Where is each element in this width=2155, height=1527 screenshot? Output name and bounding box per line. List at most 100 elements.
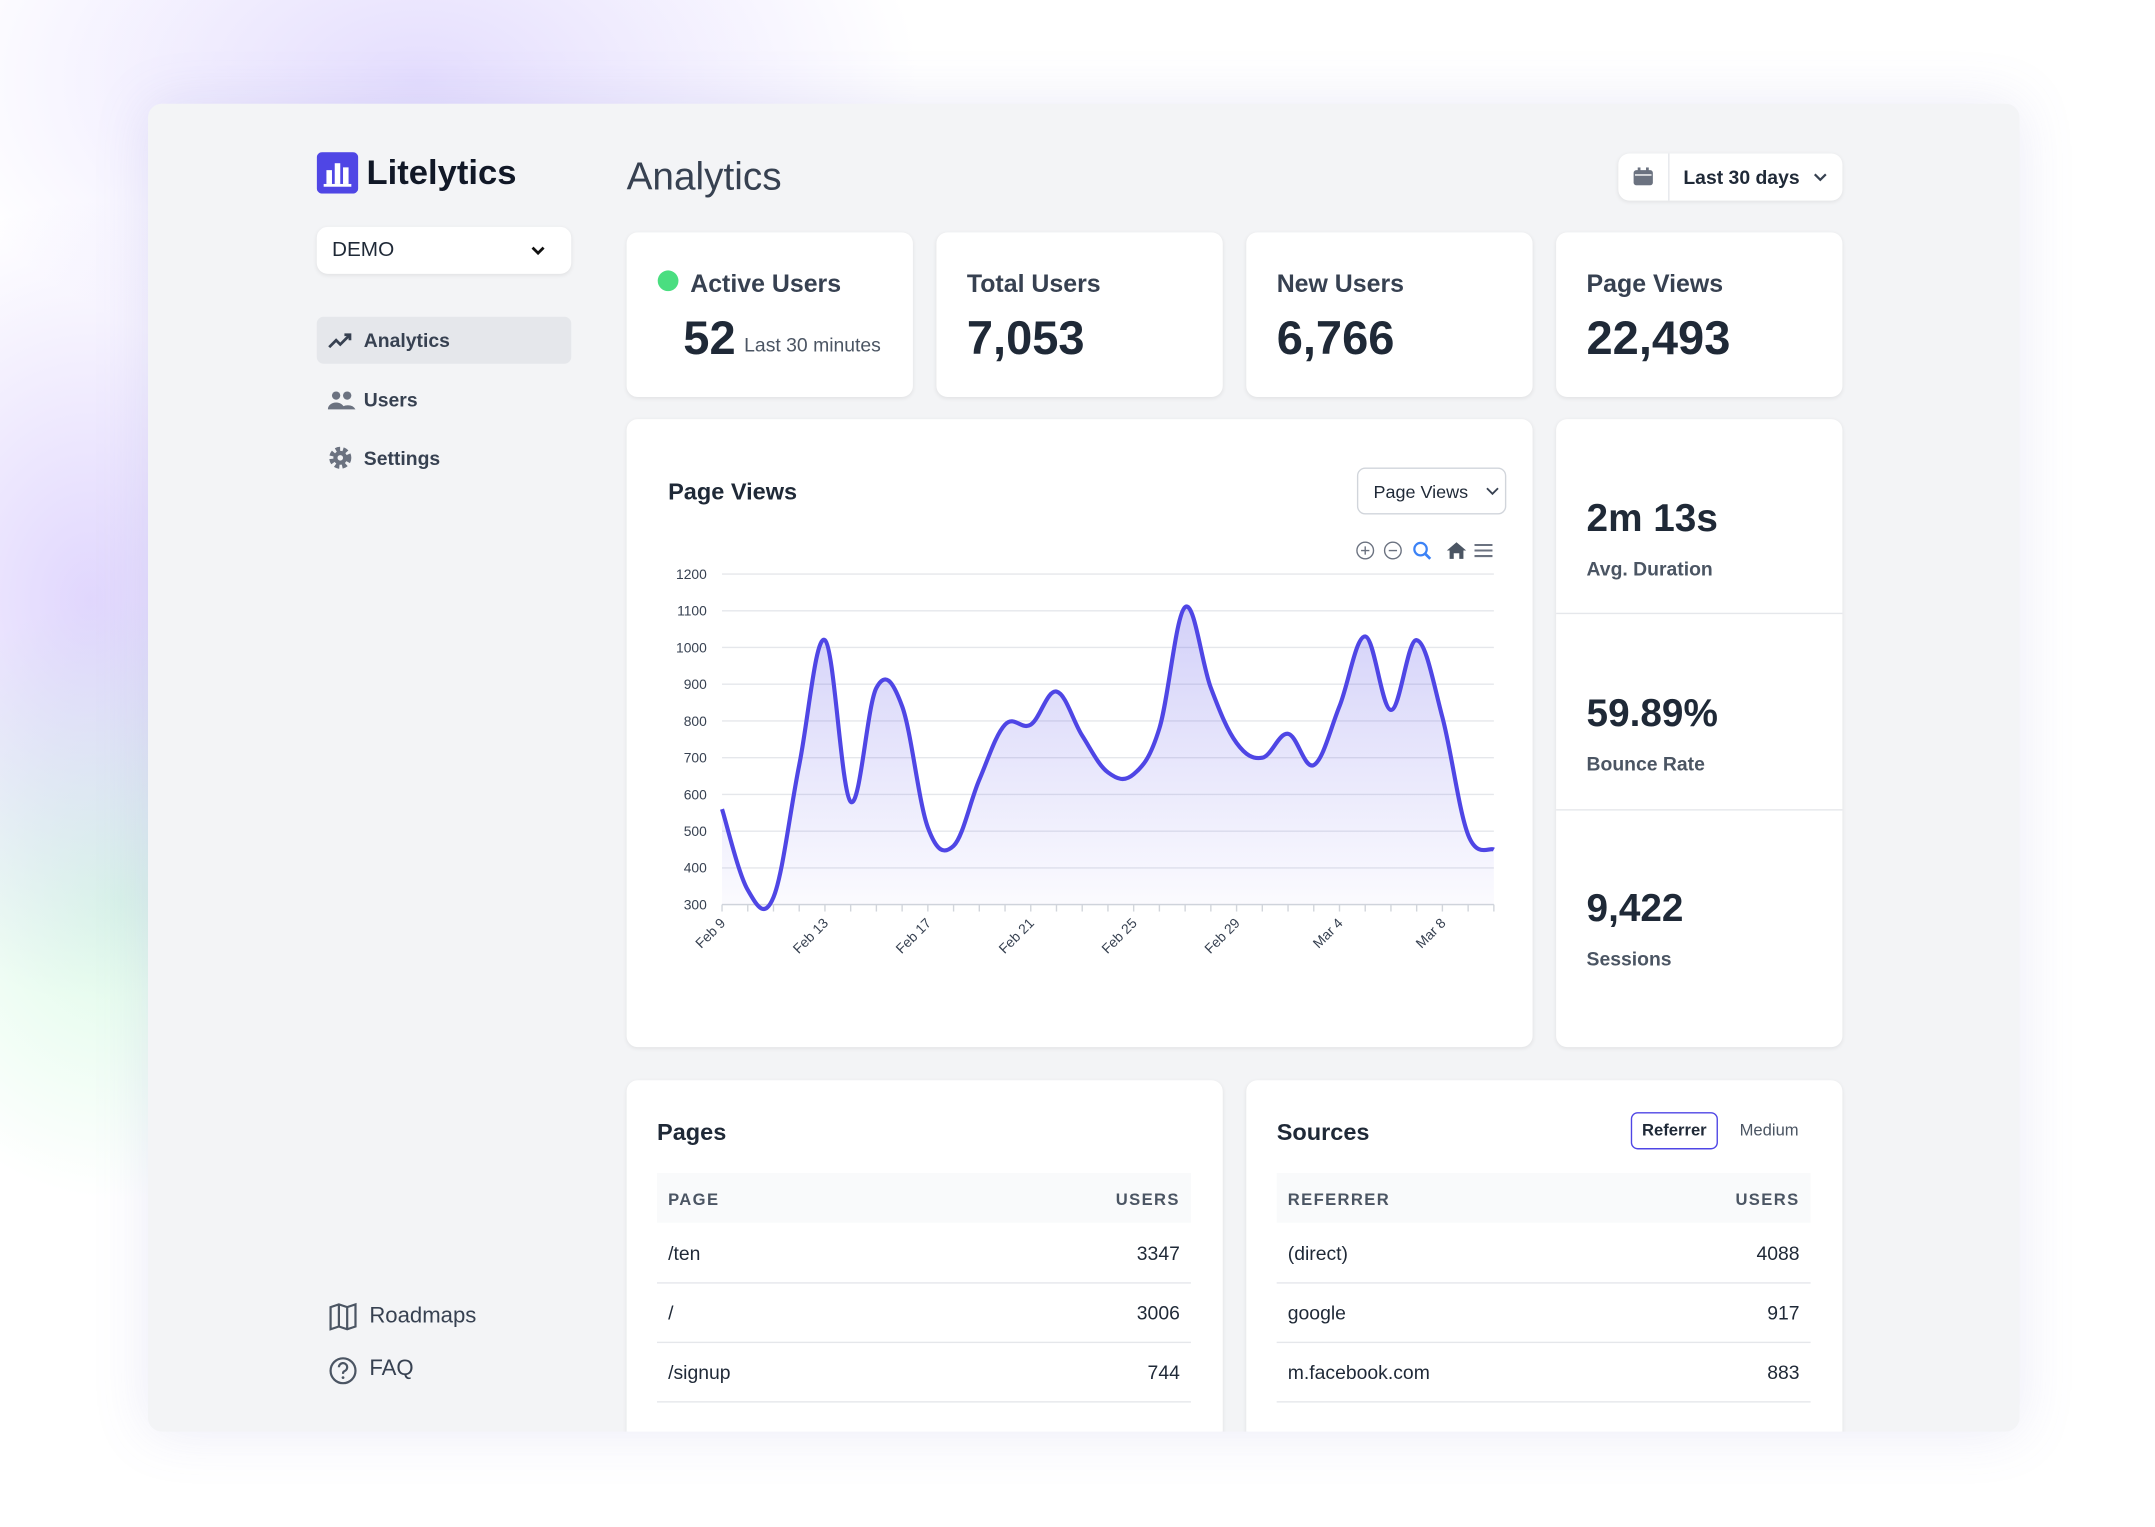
sources-card: Sources Referrer Medium REFERRER USERS (… bbox=[1246, 1080, 1843, 1432]
y-tick-label: 800 bbox=[684, 713, 707, 729]
stat-label: Total Users bbox=[966, 269, 1101, 298]
cell: / bbox=[668, 1301, 674, 1324]
cell: 3006 bbox=[1136, 1301, 1180, 1324]
nav-item[interactable]: Users bbox=[317, 376, 572, 423]
pages-card: Pages PAGE USERS /ten 3347 / 3006 /signup 7… bbox=[626, 1080, 1223, 1432]
metric-select[interactable]: Page Views bbox=[1356, 467, 1507, 515]
brand-logo bbox=[316, 152, 359, 194]
y-tick-label: 600 bbox=[684, 786, 707, 802]
brand-name: Litelytics bbox=[366, 153, 517, 193]
metric-value: 59.89% bbox=[1586, 691, 1718, 735]
date-range-picker[interactable]: Last 30 days bbox=[1618, 153, 1843, 201]
stat-value: 22,493 bbox=[1586, 312, 1731, 366]
stat-card: New Users 6,766 bbox=[1246, 232, 1533, 397]
metric-value: 9,422 bbox=[1586, 886, 1684, 930]
project-select[interactable]: DEMO bbox=[316, 226, 572, 274]
nav-icon bbox=[327, 391, 356, 410]
project-name: DEMO bbox=[331, 237, 395, 262]
metric-label: Avg. Duration bbox=[1586, 557, 1713, 580]
x-tick-label: Feb 29 bbox=[1201, 915, 1243, 957]
card-title: Pages bbox=[657, 1119, 727, 1146]
metric-select-label: Page Views bbox=[1373, 481, 1469, 503]
tab[interactable]: Medium bbox=[1739, 1120, 1799, 1140]
nav-item[interactable]: Settings bbox=[317, 434, 572, 481]
nav-label: Analytics bbox=[363, 329, 450, 352]
metrics-card: 2m 13s Avg. Duration 59.89% Bounce Rate … bbox=[1556, 419, 1843, 1048]
x-tick-label: Mar 4 bbox=[1309, 915, 1346, 952]
column-header: PAGE bbox=[668, 1189, 720, 1209]
y-tick-label: 300 bbox=[684, 896, 707, 912]
y-tick-label: 1000 bbox=[676, 639, 707, 655]
y-tick-label: 900 bbox=[684, 676, 707, 692]
cell: 744 bbox=[1147, 1361, 1180, 1384]
stat-value: 6,766 bbox=[1276, 312, 1395, 366]
y-tick-label: 1100 bbox=[677, 603, 707, 619]
stat-note: Last 30 minutes bbox=[744, 333, 881, 356]
nav-label: Settings bbox=[363, 446, 441, 469]
cell: google bbox=[1287, 1301, 1346, 1324]
metric-value: 2m 13s bbox=[1586, 496, 1718, 540]
metric-label: Sessions bbox=[1586, 947, 1672, 970]
roadmaps-icon bbox=[329, 1302, 357, 1331]
table-row[interactable]: (direct) 4088 bbox=[1276, 1223, 1811, 1284]
stat-label: Page Views bbox=[1586, 269, 1724, 298]
x-tick-label: Feb 25 bbox=[1098, 915, 1140, 957]
table-header: PAGE USERS bbox=[657, 1172, 1191, 1223]
cell: 917 bbox=[1767, 1301, 1800, 1324]
stat-card: Total Users 7,053 bbox=[936, 232, 1223, 397]
stat-label: New Users bbox=[1276, 269, 1405, 298]
stat-card: Active Users 52 Last 30 minutes bbox=[626, 232, 913, 397]
cell: /signup bbox=[668, 1361, 731, 1384]
cell: 3347 bbox=[1136, 1242, 1180, 1265]
table-row[interactable]: /signup 744 bbox=[657, 1342, 1191, 1403]
footer-link[interactable]: FAQ bbox=[369, 1356, 414, 1381]
chevron bbox=[531, 246, 545, 256]
date-range-label: Last 30 days bbox=[1683, 165, 1800, 189]
line bbox=[720, 604, 1495, 912]
nav-icon bbox=[328, 333, 352, 349]
cell: 4088 bbox=[1756, 1242, 1800, 1265]
chevron bbox=[1486, 487, 1499, 496]
app-window: Litelytics DEMO Analytics Users Settings… bbox=[148, 103, 2020, 1432]
page-views-chart: 300 400 500 600 700 800 900 1000 1100 1200 Feb 9 Fe… bbox=[676, 566, 1495, 957]
cell: (direct) bbox=[1287, 1242, 1349, 1265]
table-row[interactable]: / 3006 bbox=[657, 1282, 1191, 1344]
card-title: Sources bbox=[1276, 1119, 1370, 1146]
stat-value: 52 bbox=[683, 312, 736, 366]
column-header: REFERRER bbox=[1287, 1189, 1391, 1209]
column-header: USERS bbox=[1115, 1189, 1180, 1209]
table-row[interactable]: google 917 bbox=[1276, 1282, 1811, 1344]
calendar-button bbox=[1618, 153, 1670, 201]
y-tick-label: 500 bbox=[684, 823, 707, 839]
divider bbox=[1556, 612, 1843, 615]
area bbox=[722, 606, 1494, 910]
nav-icon bbox=[329, 446, 352, 469]
table-header: REFERRER USERS bbox=[1276, 1172, 1811, 1223]
chevron bbox=[1813, 173, 1827, 182]
divider bbox=[1556, 809, 1843, 811]
x-tick-label: Feb 17 bbox=[892, 915, 934, 957]
live-dot bbox=[657, 270, 679, 292]
tab-active[interactable]: Referrer bbox=[1630, 1112, 1718, 1150]
stat-value: 7,053 bbox=[966, 312, 1085, 366]
footer-link[interactable]: Roadmaps bbox=[369, 1304, 477, 1328]
cell: /ten bbox=[668, 1242, 701, 1265]
x-tick-label: Feb 21 bbox=[995, 915, 1037, 957]
table-row[interactable]: m.facebook.com 883 bbox=[1276, 1342, 1811, 1403]
stat-card: Page Views 22,493 bbox=[1556, 232, 1843, 397]
column-header: USERS bbox=[1735, 1189, 1800, 1209]
nav-item-active[interactable]: Analytics bbox=[316, 316, 572, 364]
cell: 883 bbox=[1767, 1361, 1800, 1384]
x-tick-label: Feb 13 bbox=[789, 915, 831, 957]
chart-title: Page Views bbox=[668, 478, 798, 505]
calendar-icon bbox=[1633, 167, 1653, 186]
table-row[interactable]: /ten 3347 bbox=[657, 1223, 1191, 1284]
page-title: Analytics bbox=[626, 154, 782, 198]
cell: m.facebook.com bbox=[1287, 1361, 1430, 1384]
chart-toolbar[interactable] bbox=[1354, 539, 1498, 561]
x-tick-label: Feb 9 bbox=[692, 915, 729, 952]
y-tick-label: 400 bbox=[684, 860, 707, 876]
stat-label: Active Users bbox=[690, 269, 842, 298]
